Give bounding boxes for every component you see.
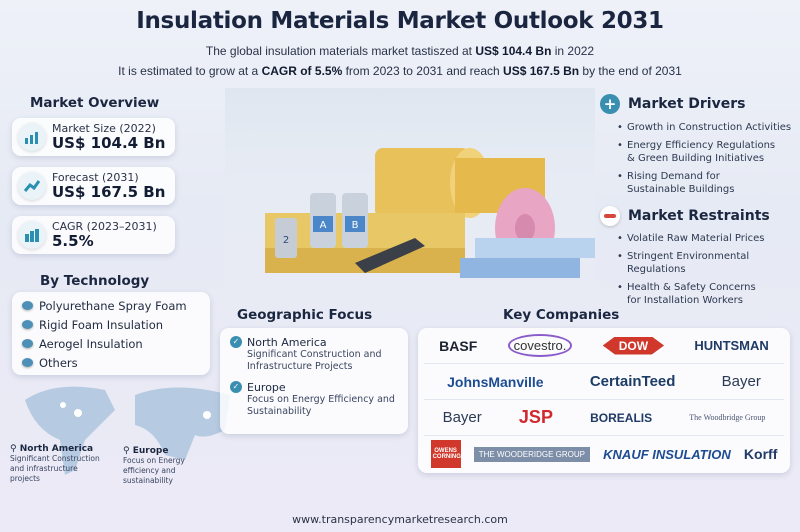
logo-basf: BASF <box>439 337 478 354</box>
geo-region: North America <box>247 336 327 349</box>
check-icon: ✓ <box>230 381 242 393</box>
cagr-card: CAGR (2023–2031) 5.5% <box>12 216 175 254</box>
list-item: Growth in Construction Activities <box>617 121 797 134</box>
plus-icon: + <box>600 94 620 114</box>
geo-desc: Focus on Energy Efficiency and Sustainab… <box>247 394 395 417</box>
check-icon: ✓ <box>230 336 242 348</box>
logo-bayer: Bayer <box>721 373 761 390</box>
logo-knauf-insulation: KNAUF INSULATION <box>603 446 731 462</box>
company-row: JohnsManville CertainTeed Bayer <box>424 364 784 400</box>
insulation-products-illustration: A B 2 <box>225 88 595 303</box>
forecast-card: Forecast (2031) US$ 167.5 Bn <box>12 167 175 205</box>
map-desc: Significant Construction and infrastruct… <box>10 454 100 483</box>
list-item: Aerogel Insulation <box>22 334 200 353</box>
map-region: ⚲ North America <box>10 444 94 454</box>
list-item: Stringent Environmental Regulations <box>617 250 797 276</box>
blue-foam-board <box>475 238 595 258</box>
market-drivers-heading: Market Drivers <box>628 96 746 112</box>
market-overview-heading: Market Overview <box>30 95 160 111</box>
map-desc: Focus on Energy efficiency and sustainab… <box>123 456 185 485</box>
market-drivers-header: + Market Drivers <box>600 94 745 114</box>
logo-jsp: JSP <box>518 407 553 427</box>
technology-list: Polyurethane Spray Foam Rigid Foam Insul… <box>12 292 210 375</box>
geo-region: Europe <box>247 381 286 394</box>
bar-chart-up-icon <box>18 123 46 151</box>
bullet-icon <box>22 358 33 367</box>
card-value: US$ 167.5 Bn <box>52 183 166 201</box>
logo-wooderidge-group: THE WOODERIDGE GROUP <box>473 446 590 462</box>
geo-item: ✓ North America Significant Construction … <box>230 336 398 373</box>
restraints-list: Volatile Raw Material Prices Stringent E… <box>617 232 797 307</box>
by-technology-heading: By Technology <box>40 273 150 289</box>
can-2-label: 2 <box>283 235 289 246</box>
company-row: OWENS CORNING THE WOODERIDGE GROUP KNAUF… <box>424 436 784 472</box>
map-label-europe: ⚲ Europe Focus on Energy efficiency and … <box>123 446 223 486</box>
bullet-icon <box>22 320 33 329</box>
logo-bayer: Bayer <box>442 409 482 426</box>
list-item: Rigid Foam Insulation <box>22 315 200 334</box>
company-row: BASF covestro. DOW HUNTSMAN <box>424 328 784 364</box>
card-value: US$ 104.4 Bn <box>52 134 166 152</box>
spray-foam-cans: A B 2 <box>275 193 368 258</box>
drivers-list: Growth in Construction Activities Energy… <box>617 121 797 196</box>
geographic-focus-box: ✓ North America Significant Construction … <box>220 328 408 434</box>
geographic-focus-heading: Geographic Focus <box>237 307 373 323</box>
logo-huntsman: HUNTSMAN <box>694 338 769 353</box>
list-item: Energy Efficiency Regulations & Green Bu… <box>617 139 777 165</box>
card-label: Forecast (2031) <box>52 171 139 184</box>
subtitle-line-2: It is estimated to grow at a CAGR of 5.5… <box>118 64 682 78</box>
item-label: Rigid Foam Insulation <box>39 317 164 332</box>
logo-woodbridge: The Woodbridge Group <box>689 413 766 422</box>
map-region: ⚲ Europe <box>123 446 169 456</box>
item-label: Others <box>39 355 78 370</box>
logo-dow: DOW <box>602 336 665 355</box>
logo-korff: Korff <box>743 446 778 462</box>
market-restraints-heading: Market Restraints <box>628 208 770 224</box>
list-item: Volatile Raw Material Prices <box>617 232 797 245</box>
market-restraints-header: Market Restraints <box>600 206 770 226</box>
geo-desc: Significant Construction and Infrastruct… <box>247 349 382 372</box>
logo-borealis: BOREALIS <box>590 410 653 425</box>
list-item: Polyurethane Spray Foam <box>22 296 200 315</box>
logo-owens-corning: OWENS CORNING <box>430 440 461 468</box>
subtitle-line-1: The global insulation materials market t… <box>205 44 595 58</box>
list-item: Health & Safety Concerns for Installatio… <box>617 281 767 307</box>
spray-gun-icon <box>355 238 425 273</box>
logo-johns-manville: JohnsManville <box>447 373 544 390</box>
world-map <box>25 386 230 475</box>
card-label: CAGR (2023–2031) <box>52 220 157 233</box>
company-logos-grid: BASF covestro. DOW HUNTSMAN JohnsManvill… <box>418 328 790 473</box>
item-label: Aerogel Insulation <box>39 336 143 351</box>
list-item: Others <box>22 353 200 372</box>
page-title: Insulation Materials Market Outlook 2031 <box>136 8 664 34</box>
map-label-north-america: ⚲ North America Significant Construction… <box>10 444 100 484</box>
footer-url[interactable]: www.transparencymarketresearch.com <box>292 513 508 526</box>
can-b-label: B <box>352 220 359 231</box>
market-size-card: Market Size (2022) US$ 104.4 Bn <box>12 118 175 156</box>
can-a-label: A <box>320 220 327 231</box>
key-companies-heading: Key Companies <box>503 307 620 323</box>
logo-covestro: covestro. <box>507 334 573 357</box>
card-label: Market Size (2022) <box>52 122 156 135</box>
logo-certainteed: CertainTeed <box>589 373 676 390</box>
bullet-icon <box>22 301 33 310</box>
list-item: Rising Demand for Sustainable Buildings <box>617 170 747 196</box>
card-value: 5.5% <box>52 232 94 250</box>
item-label: Polyurethane Spray Foam <box>39 298 187 313</box>
forecast-icon <box>18 172 46 200</box>
bullet-icon <box>22 339 33 348</box>
geo-item: ✓ Europe Focus on Energy Efficiency and S… <box>230 381 398 418</box>
company-row: Bayer JSP BOREALIS The Woodbridge Group <box>424 400 784 436</box>
growth-chart-icon <box>18 221 46 249</box>
minus-icon <box>600 206 620 226</box>
